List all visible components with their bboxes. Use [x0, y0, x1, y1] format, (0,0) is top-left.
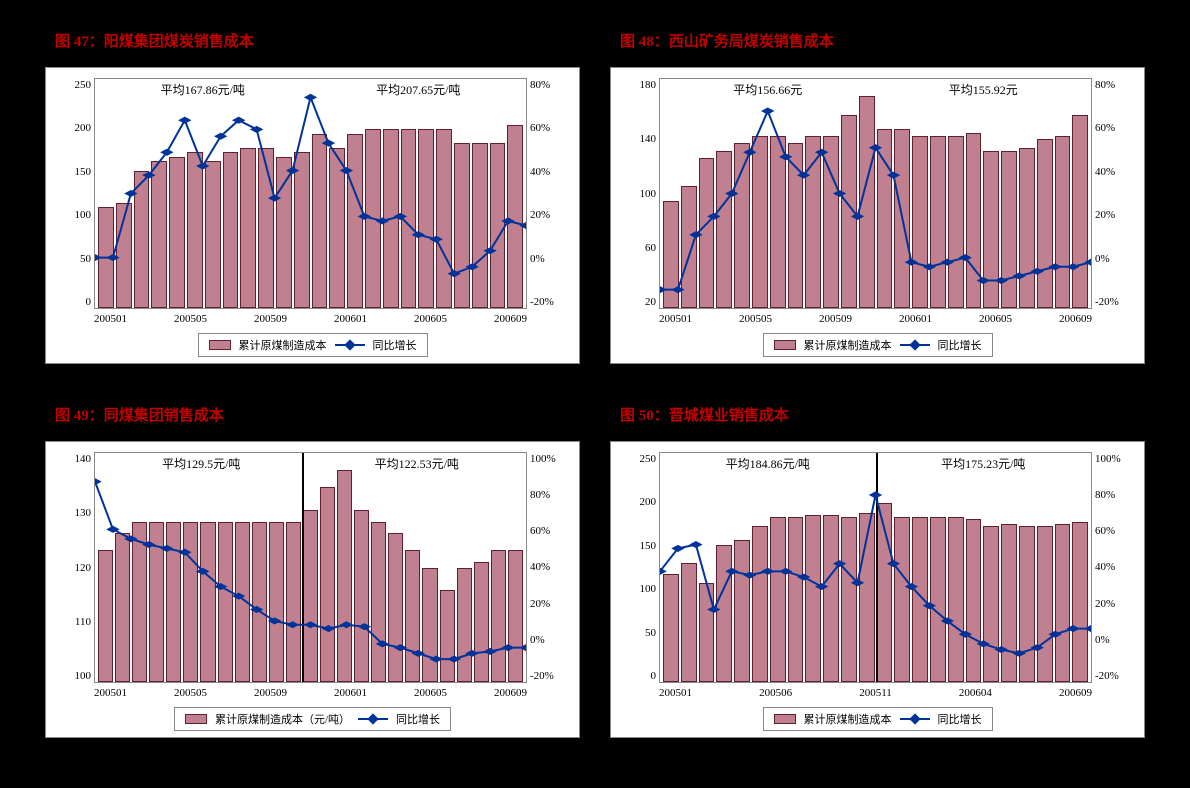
legend-bar-swatch — [209, 340, 231, 350]
line-series — [95, 453, 526, 682]
y-axis-right: 80%60%40%20%0%-20% — [530, 79, 570, 308]
line-series — [660, 79, 1091, 308]
chart-box: 25020015010050080%60%40%20%0%-20%平均167.8… — [45, 67, 580, 364]
plot-area: 25020015010050080%60%40%20%0%-20%平均167.8… — [94, 78, 527, 309]
legend-bar-label: 累计原煤制造成本 — [239, 337, 327, 353]
legend-line-swatch — [358, 713, 388, 725]
chart-box: 140130120110100100%80%60%40%20%0%-20%平均1… — [45, 441, 580, 738]
y-axis-left: 250200150100500 — [57, 79, 91, 308]
chart-title: 图 49：同煤集团销售成本 — [55, 404, 580, 425]
x-axis: 200501200505200509200601200605200609 — [94, 683, 527, 701]
legend-bar-swatch — [774, 714, 796, 724]
chart-panel: 图 50：晋城煤业销售成本250200150100500100%80%60%40… — [610, 404, 1145, 738]
y-axis-right: 80%60%40%20%0%-20% — [1095, 79, 1135, 308]
chart-title: 图 47：阳煤集团煤炭销售成本 — [55, 30, 580, 51]
chart-panel: 图 47：阳煤集团煤炭销售成本25020015010050080%60%40%2… — [45, 30, 580, 364]
legend-line-swatch — [900, 339, 930, 351]
chart-box: 250200150100500100%80%60%40%20%0%-20%平均1… — [610, 441, 1145, 738]
chart-title: 图 48：西山矿务局煤炭销售成本 — [620, 30, 1145, 51]
legend-bar-label: 累计原煤制造成本 — [804, 337, 892, 353]
chart-title: 图 50：晋城煤业销售成本 — [620, 404, 1145, 425]
legend-bar-swatch — [774, 340, 796, 350]
y-axis-right: 100%80%60%40%20%0%-20% — [530, 453, 570, 682]
legend-line-label: 同比增长 — [938, 337, 982, 353]
chart-box: 180140100602080%60%40%20%0%-20%平均156.66元… — [610, 67, 1145, 364]
line-series — [660, 453, 1091, 682]
legend: 累计原煤制造成本 同比增长 — [763, 333, 993, 357]
legend-line-label: 同比增长 — [396, 711, 440, 727]
chart-panel: 图 49：同煤集团销售成本140130120110100100%80%60%40… — [45, 404, 580, 738]
legend: 累计原煤制造成本 同比增长 — [763, 707, 993, 731]
legend-bar-label: 累计原煤制造成本 — [804, 711, 892, 727]
y-axis-left: 140130120110100 — [57, 453, 91, 682]
legend: 累计原煤制造成本 同比增长 — [198, 333, 428, 357]
x-axis: 200501200505200509200601200605200609 — [94, 309, 527, 327]
plot-area: 140130120110100100%80%60%40%20%0%-20%平均1… — [94, 452, 527, 683]
x-axis: 200501200506200511200604200609 — [659, 683, 1092, 701]
x-axis: 200501200505200509200601200605200609 — [659, 309, 1092, 327]
line-series — [95, 79, 526, 308]
plot-area: 250200150100500100%80%60%40%20%0%-20%平均1… — [659, 452, 1092, 683]
y-axis-right: 100%80%60%40%20%0%-20% — [1095, 453, 1135, 682]
y-axis-left: 250200150100500 — [622, 453, 656, 682]
legend-bar-swatch — [185, 714, 207, 724]
legend-line-label: 同比增长 — [938, 711, 982, 727]
legend-line-swatch — [335, 339, 365, 351]
chart-panel: 图 48：西山矿务局煤炭销售成本180140100602080%60%40%20… — [610, 30, 1145, 364]
y-axis-left: 1801401006020 — [622, 79, 656, 308]
legend-bar-label: 累计原煤制造成本（元/吨） — [215, 711, 350, 727]
legend: 累计原煤制造成本（元/吨） 同比增长 — [174, 707, 451, 731]
legend-line-swatch — [900, 713, 930, 725]
legend-line-label: 同比增长 — [373, 337, 417, 353]
plot-area: 180140100602080%60%40%20%0%-20%平均156.66元… — [659, 78, 1092, 309]
